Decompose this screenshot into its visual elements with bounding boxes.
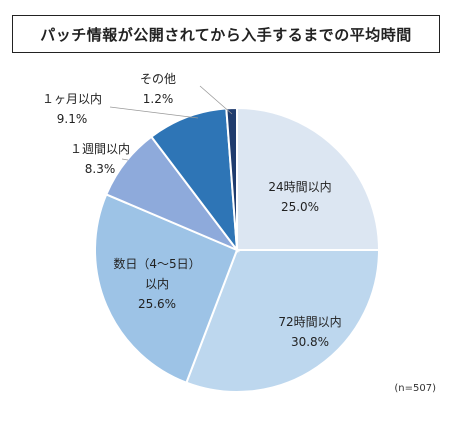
- slice-value-label: 25.6%: [138, 297, 176, 311]
- slice-label-several-days: 数日（4～5日） 以内 25.6%: [113, 256, 200, 311]
- chart-title: パッチ情報が公開されてから入手するまでの平均時間: [12, 15, 440, 53]
- pie-slice-72h: [185, 249, 381, 393]
- slice-value-label: 9.1%: [57, 112, 88, 126]
- slice-value-label: 25.0%: [281, 200, 319, 214]
- slice-label-1-month: １ヶ月以内 9.1%: [42, 92, 102, 126]
- slice-category-label: １週間以内: [70, 142, 130, 156]
- leader-line-1-month: [109, 106, 199, 119]
- leader-line-other: [199, 85, 233, 115]
- slice-category-label: １ヶ月以内: [42, 92, 102, 106]
- slice-category-label: 以内: [145, 277, 169, 291]
- slice-category-label: 72時間以内: [278, 315, 341, 329]
- slice-category-label: 数日（4～5日）: [113, 256, 200, 271]
- pie-slice-1-month: [149, 107, 239, 254]
- leader-line-1-week: [121, 158, 129, 161]
- slice-category-label: 24時間以内: [268, 180, 331, 194]
- pie-slice-24h: [236, 106, 381, 251]
- slice-value-label: 1.2%: [143, 92, 174, 106]
- slice-label-other: その他 1.2%: [140, 72, 176, 106]
- slice-label-72h: 72時間以内 30.8%: [278, 315, 341, 349]
- pie-slice-other: [225, 106, 238, 251]
- slice-label-24h: 24時間以内 25.0%: [268, 180, 331, 214]
- slice-category-label: その他: [140, 72, 176, 86]
- slice-label-1-week: １週間以内 8.3%: [70, 142, 130, 176]
- slice-value-label: 30.8%: [291, 335, 329, 349]
- slice-value-label: 8.3%: [85, 162, 116, 176]
- pie-slice-several-days: [94, 193, 239, 384]
- sample-size-note: (n=507): [394, 383, 436, 394]
